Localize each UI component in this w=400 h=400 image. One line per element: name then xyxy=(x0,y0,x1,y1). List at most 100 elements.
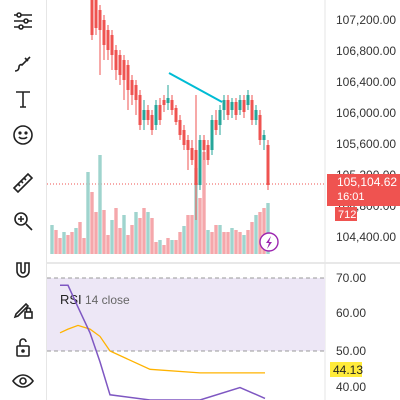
drawing-toolbar xyxy=(0,0,47,400)
volume-bar xyxy=(182,226,186,254)
volume-bar xyxy=(218,225,222,254)
volume-bar xyxy=(74,228,78,254)
volume-bar xyxy=(190,215,194,254)
emoji-icon[interactable] xyxy=(8,120,38,150)
volume-bar xyxy=(174,240,178,254)
volume-bar xyxy=(50,225,54,254)
candle-body xyxy=(254,110,258,120)
candle-body xyxy=(234,102,238,115)
volume-value: 712 xyxy=(338,209,356,221)
candle-body xyxy=(94,0,98,28)
candle-body xyxy=(266,145,270,185)
rsi-title[interactable]: RSI xyxy=(60,292,82,307)
volume-bar xyxy=(114,208,118,254)
brush-icon[interactable] xyxy=(8,48,38,78)
volume-bar xyxy=(62,232,66,254)
unlock-icon[interactable] xyxy=(8,332,38,362)
last-price: 105,104.62 xyxy=(337,175,397,189)
candle-body xyxy=(230,102,234,110)
candle-body xyxy=(110,35,114,55)
volume-bar xyxy=(222,232,226,254)
volume-bar xyxy=(70,232,74,254)
candle-body xyxy=(146,110,150,120)
candle-body xyxy=(210,120,214,150)
candle-body xyxy=(126,65,130,90)
text-tool-icon[interactable] xyxy=(8,84,38,114)
rsi-current-value: 44.13 xyxy=(333,363,363,377)
price-axis-tick: 106,000.00 xyxy=(336,106,396,120)
candle-body xyxy=(130,80,134,95)
candle-body xyxy=(134,85,138,100)
volume-bar xyxy=(82,238,86,254)
candle-body xyxy=(190,148,194,160)
volume-bar xyxy=(130,225,134,254)
volume-badge: 712 xyxy=(335,207,357,221)
volume-bar xyxy=(146,212,150,254)
eye-icon[interactable] xyxy=(8,366,38,396)
volume-bar xyxy=(226,232,230,254)
price-axis-tick: 107,200.00 xyxy=(336,13,396,27)
lightning-icon xyxy=(266,236,272,249)
volume-bar xyxy=(234,230,238,254)
chart-area[interactable]: 107,200.00 106,800.00 106,400.00 106,000… xyxy=(47,0,400,400)
candlesticks xyxy=(90,0,270,220)
zoom-in-icon[interactable] xyxy=(8,206,38,236)
candle-body xyxy=(166,98,170,103)
volume-bar xyxy=(158,240,162,254)
rsi-line xyxy=(60,284,266,400)
last-price-badge: 105,104.62 16:01 xyxy=(327,174,400,206)
candle-body xyxy=(154,105,158,125)
volume-bar xyxy=(170,240,174,254)
candle-body xyxy=(206,145,210,160)
volume-bar xyxy=(206,230,210,254)
candle-body xyxy=(98,10,102,30)
candle-body xyxy=(186,140,190,150)
lock-drawing-icon[interactable] xyxy=(8,294,38,324)
volume-bar xyxy=(254,215,258,254)
alert-lightning-button[interactable] xyxy=(259,232,279,252)
volume-bar xyxy=(262,208,266,254)
ruler-icon[interactable] xyxy=(8,168,38,198)
candle-body xyxy=(102,20,106,45)
candle-body xyxy=(218,110,222,125)
rsi-ma-line xyxy=(59,324,265,374)
volume-bar xyxy=(178,232,182,254)
volume-bar xyxy=(162,245,166,254)
chart-settings-icon[interactable] xyxy=(8,6,38,36)
volume-bar xyxy=(202,152,206,254)
candle-body xyxy=(242,100,246,112)
rsi-axis-tick: 40.00 xyxy=(336,380,366,394)
volume-bar xyxy=(126,235,130,254)
price-axis-tick: 105,600.00 xyxy=(336,137,396,151)
volume-bar xyxy=(210,232,214,254)
candle-body xyxy=(138,95,142,125)
rsi-value-badge: 44.13 xyxy=(330,362,363,377)
candle-body xyxy=(114,50,118,70)
volume-bar xyxy=(142,208,146,254)
volume-bar xyxy=(106,235,110,254)
candle-body xyxy=(158,105,162,120)
rsi-params[interactable]: 14 close xyxy=(85,293,130,307)
bar-countdown: 16:01 xyxy=(337,191,365,203)
volume-bar xyxy=(238,232,242,254)
candle-body xyxy=(174,108,178,122)
volume-bar xyxy=(122,215,126,254)
magnet-icon[interactable] xyxy=(8,256,38,286)
volume-bar xyxy=(90,192,94,254)
rsi-axis-tick: 70.00 xyxy=(336,271,366,285)
candle-body xyxy=(178,120,182,135)
volume-bar xyxy=(214,225,218,254)
volume-bar xyxy=(138,218,142,254)
trendline-drawing[interactable] xyxy=(168,72,223,103)
candle-body xyxy=(182,130,186,145)
volume-bar xyxy=(246,230,250,254)
volume-bar xyxy=(102,210,106,254)
candle-body xyxy=(214,120,218,130)
candle-body xyxy=(150,115,154,130)
rsi-band xyxy=(47,278,325,351)
candle-body xyxy=(118,55,122,75)
candle-body xyxy=(262,135,266,140)
volume-bar xyxy=(94,212,98,254)
volume-bar xyxy=(134,212,138,254)
price-axis-tick: 104,400.00 xyxy=(336,230,396,244)
